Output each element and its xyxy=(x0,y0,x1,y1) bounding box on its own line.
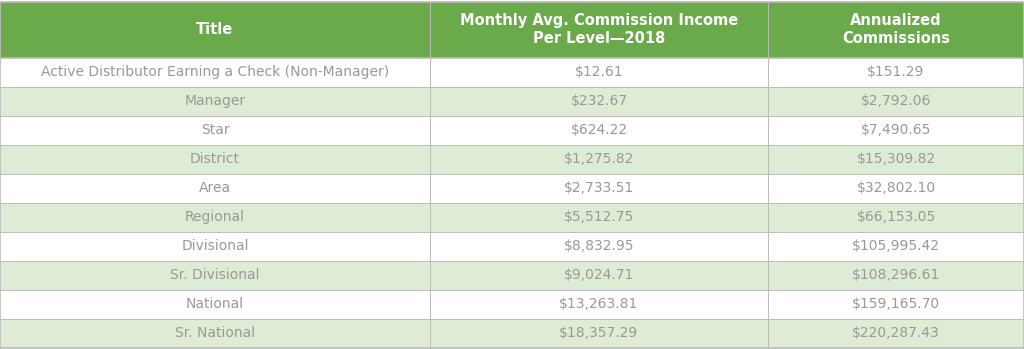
Bar xyxy=(0,260,430,290)
Text: Monthly Avg. Commission Income
Per Level—2018: Monthly Avg. Commission Income Per Level… xyxy=(460,13,738,46)
Text: $624.22: $624.22 xyxy=(570,123,628,137)
Bar xyxy=(768,144,1024,173)
Text: $220,287.43: $220,287.43 xyxy=(852,326,940,340)
Text: $2,733.51: $2,733.51 xyxy=(564,181,634,195)
Text: $9,024.71: $9,024.71 xyxy=(564,268,634,282)
Bar xyxy=(430,58,768,87)
Text: $108,296.61: $108,296.61 xyxy=(852,268,940,282)
Bar xyxy=(768,202,1024,231)
Text: Area: Area xyxy=(199,181,231,195)
Bar xyxy=(430,319,768,348)
Text: Divisional: Divisional xyxy=(181,239,249,253)
Text: Sr. National: Sr. National xyxy=(175,326,255,340)
Bar xyxy=(0,231,430,260)
Bar xyxy=(0,1,430,58)
Bar xyxy=(0,144,430,173)
Bar xyxy=(768,173,1024,202)
Text: $2,792.06: $2,792.06 xyxy=(861,94,931,108)
Bar xyxy=(0,116,430,144)
Bar xyxy=(430,290,768,319)
Text: $1,275.82: $1,275.82 xyxy=(564,152,634,166)
Bar xyxy=(430,202,768,231)
Text: Annualized
Commissions: Annualized Commissions xyxy=(842,13,950,46)
Bar xyxy=(768,231,1024,260)
Bar xyxy=(430,144,768,173)
Text: $15,309.82: $15,309.82 xyxy=(856,152,936,166)
Bar xyxy=(430,231,768,260)
Text: Title: Title xyxy=(197,22,233,37)
Bar xyxy=(430,260,768,290)
Text: $66,153.05: $66,153.05 xyxy=(856,210,936,224)
Text: District: District xyxy=(190,152,240,166)
Bar xyxy=(0,290,430,319)
Text: $5,512.75: $5,512.75 xyxy=(564,210,634,224)
Text: Sr. Divisional: Sr. Divisional xyxy=(170,268,260,282)
Text: Active Distributor Earning a Check (Non-Manager): Active Distributor Earning a Check (Non-… xyxy=(41,65,389,79)
Text: $151.29: $151.29 xyxy=(867,65,925,79)
Text: Manager: Manager xyxy=(184,94,246,108)
Bar xyxy=(0,87,430,116)
Bar xyxy=(768,116,1024,144)
Text: $232.67: $232.67 xyxy=(570,94,628,108)
Bar xyxy=(430,1,768,58)
Bar xyxy=(0,319,430,348)
Bar xyxy=(768,87,1024,116)
Text: $18,357.29: $18,357.29 xyxy=(559,326,639,340)
Bar xyxy=(768,260,1024,290)
Text: $12.61: $12.61 xyxy=(574,65,624,79)
Bar xyxy=(430,87,768,116)
Bar xyxy=(430,173,768,202)
Text: $159,165.70: $159,165.70 xyxy=(852,297,940,311)
Text: $7,490.65: $7,490.65 xyxy=(861,123,931,137)
Bar xyxy=(430,116,768,144)
Bar xyxy=(768,319,1024,348)
Text: Regional: Regional xyxy=(185,210,245,224)
Bar xyxy=(768,1,1024,58)
Text: $8,832.95: $8,832.95 xyxy=(564,239,634,253)
Text: $13,263.81: $13,263.81 xyxy=(559,297,639,311)
Text: $105,995.42: $105,995.42 xyxy=(852,239,940,253)
Bar xyxy=(0,173,430,202)
Bar xyxy=(0,202,430,231)
Bar xyxy=(768,290,1024,319)
Bar xyxy=(768,58,1024,87)
Bar xyxy=(0,58,430,87)
Text: Star: Star xyxy=(201,123,229,137)
Text: National: National xyxy=(186,297,244,311)
Text: $32,802.10: $32,802.10 xyxy=(856,181,936,195)
